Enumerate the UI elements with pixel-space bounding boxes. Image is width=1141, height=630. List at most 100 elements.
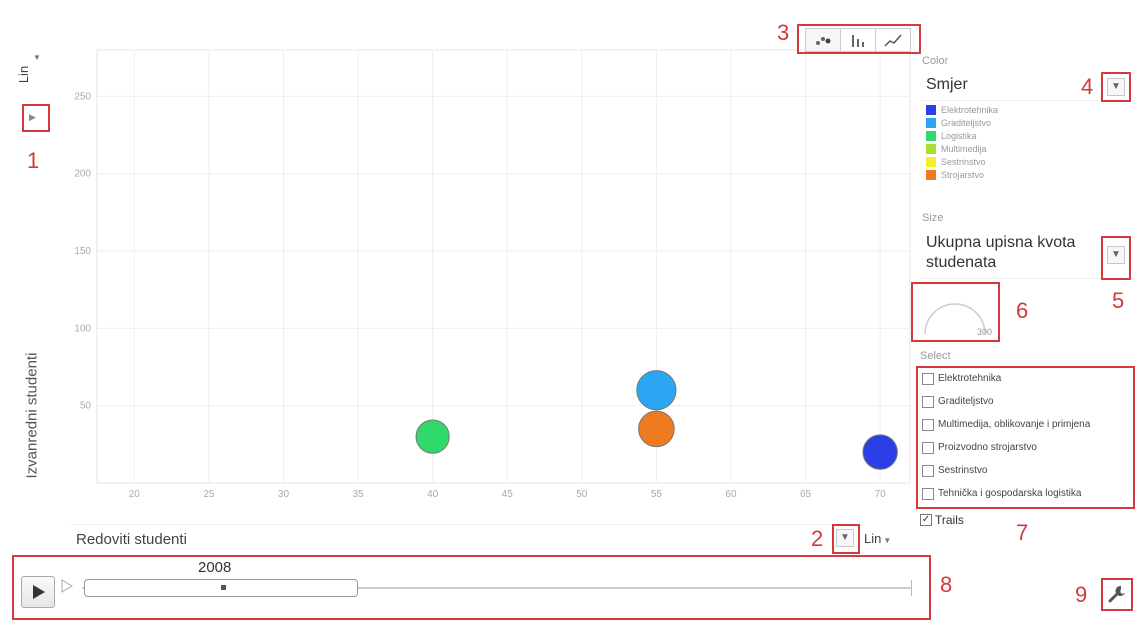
x-tick-label: 35 bbox=[352, 489, 364, 500]
size-selected-line2: studenata bbox=[926, 254, 997, 271]
callout-number-9: 9 bbox=[1075, 582, 1088, 607]
select-item[interactable]: Tehnička i gospodarska logistika bbox=[922, 482, 1132, 505]
select-checkbox[interactable] bbox=[922, 395, 934, 408]
timeline-track[interactable] bbox=[82, 587, 912, 589]
legend-label: Sestrinstvo bbox=[941, 156, 986, 167]
size-select[interactable]: Ukupna upisna kvota studenata bbox=[922, 230, 1102, 279]
select-checkbox[interactable] bbox=[922, 487, 934, 500]
callout-number-3: 3 bbox=[777, 20, 790, 45]
y-tick-label: 100 bbox=[74, 323, 91, 334]
speed-control[interactable] bbox=[60, 578, 74, 594]
select-item[interactable]: Sestrinstvo bbox=[922, 459, 1132, 482]
callout-box-3 bbox=[797, 24, 921, 54]
x-tick-label: 65 bbox=[800, 489, 812, 500]
chart-type-toolbar bbox=[805, 28, 915, 52]
settings-button[interactable] bbox=[1104, 581, 1130, 607]
trails-label: Trails bbox=[935, 513, 964, 527]
callout-box-6 bbox=[911, 282, 1000, 342]
plot-area bbox=[96, 49, 911, 484]
timeline-end-tick bbox=[911, 580, 912, 596]
chevron-down-icon: ▼ bbox=[1111, 249, 1121, 260]
select-item[interactable]: Proizvodno strojarstvo bbox=[922, 436, 1132, 459]
size-gauge-max: 300 bbox=[977, 327, 993, 337]
play-button[interactable] bbox=[21, 576, 55, 608]
chevron-down-icon: ▼ bbox=[883, 536, 892, 545]
select-checkbox[interactable] bbox=[922, 372, 934, 385]
legend-item: Strojarstvo bbox=[926, 168, 1086, 181]
x-scale-dropdown[interactable]: Lin ▼ bbox=[864, 531, 891, 546]
scatter-icon[interactable] bbox=[805, 28, 841, 52]
line-icon[interactable] bbox=[876, 28, 911, 52]
select-item[interactable]: Elektrotehnika bbox=[922, 367, 1132, 390]
callout-number-5: 5 bbox=[1112, 288, 1125, 313]
bubble-point[interactable] bbox=[862, 434, 898, 470]
legend-swatch bbox=[926, 143, 936, 154]
year-label: 2008 bbox=[198, 559, 232, 576]
select-heading: Select bbox=[920, 350, 951, 362]
select-item-label: Proizvodno strojarstvo bbox=[938, 442, 1037, 453]
callout-box-9 bbox=[1101, 578, 1133, 611]
color-selected-value: Smjer bbox=[926, 76, 968, 93]
legend-item: Multimedija bbox=[926, 142, 1086, 155]
trails-checkbox[interactable]: ✓ Trails bbox=[920, 513, 964, 527]
legend-swatch bbox=[926, 169, 936, 180]
legend-label: Strojarstvo bbox=[941, 169, 985, 180]
callout-box-5 bbox=[1101, 236, 1131, 280]
chevron-down-icon: ▼ bbox=[840, 532, 850, 543]
chevron-down-icon: ▼ bbox=[33, 53, 41, 62]
bubble-point[interactable] bbox=[636, 370, 677, 411]
y-axis-menu-arrow[interactable]: ▶ bbox=[29, 112, 36, 122]
size-dropdown-button[interactable]: ▼ bbox=[1107, 246, 1125, 264]
bar-icon[interactable] bbox=[841, 28, 876, 52]
x-tick-label: 40 bbox=[427, 489, 439, 500]
x-axis-label: Redoviti studenti bbox=[76, 531, 187, 548]
callout-box-8 bbox=[12, 555, 931, 620]
select-checkbox[interactable] bbox=[922, 418, 934, 431]
y-scale-label: Lin bbox=[16, 65, 32, 84]
legend-item: Graditeljstvo bbox=[926, 116, 1086, 129]
bubble-chart[interactable]: 20 25 30 35 40 45 50 55 60 65 70 50 100 150 200 250 bbox=[55, 45, 915, 525]
legend-swatch bbox=[926, 117, 936, 128]
x-axis-dropdown-button[interactable]: ▼ bbox=[836, 529, 854, 547]
y-tick-label: 150 bbox=[74, 246, 91, 257]
callout-number-6: 6 bbox=[1016, 298, 1029, 323]
select-item-label: Tehnička i gospodarska logistika bbox=[938, 488, 1082, 499]
legend-label: Graditeljstvo bbox=[941, 117, 992, 128]
legend-label: Elektrotehnika bbox=[941, 104, 999, 115]
color-select[interactable]: Smjer bbox=[922, 72, 1102, 101]
x-scale-label: Lin bbox=[864, 531, 882, 546]
color-dropdown-button[interactable]: ▼ bbox=[1107, 78, 1125, 96]
callout-number-7: 7 bbox=[1016, 520, 1029, 545]
callout-number-4: 4 bbox=[1081, 74, 1094, 99]
y-scale-dropdown[interactable]: Lin ▼ bbox=[16, 53, 45, 95]
x-axis-select[interactable]: Redoviti studenti bbox=[70, 524, 830, 551]
y-tick-label: 200 bbox=[74, 169, 91, 180]
y-tick-label: 250 bbox=[74, 91, 91, 102]
callout-box-2 bbox=[832, 524, 860, 554]
select-checkbox[interactable] bbox=[922, 464, 934, 477]
color-legend: Elektrotehnika Graditeljstvo Logistika Mult… bbox=[926, 103, 1086, 181]
x-tick-label: 25 bbox=[203, 489, 215, 500]
legend-swatch bbox=[926, 156, 936, 167]
select-checkbox[interactable] bbox=[922, 441, 934, 454]
legend-item: Elektrotehnika bbox=[926, 103, 1086, 116]
callout-box-4 bbox=[1101, 72, 1131, 102]
chevron-down-icon: ▼ bbox=[1111, 81, 1121, 92]
legend-item: Logistika bbox=[926, 129, 1086, 142]
size-selected-line1: Ukupna upisna kvota bbox=[926, 234, 1076, 251]
select-list: Elektrotehnika Graditeljstvo Multimedija, … bbox=[922, 367, 1132, 505]
select-item-label: Elektrotehnika bbox=[938, 373, 1002, 384]
callout-box-1 bbox=[22, 104, 50, 132]
legend-label: Logistika bbox=[941, 130, 977, 141]
select-item[interactable]: Multimedija, oblikovanje i primjena bbox=[922, 413, 1132, 436]
bubble-point[interactable] bbox=[415, 419, 450, 454]
bubble-point[interactable] bbox=[638, 410, 675, 448]
timeline-slider[interactable] bbox=[84, 579, 358, 597]
legend-label: Multimedija bbox=[941, 143, 987, 154]
callout-number-1: 1 bbox=[27, 148, 40, 173]
select-item[interactable]: Graditeljstvo bbox=[922, 390, 1132, 413]
select-item-label: Sestrinstvo bbox=[938, 465, 988, 476]
wrench-icon bbox=[1108, 585, 1125, 603]
callout-number-8: 8 bbox=[940, 572, 953, 597]
size-gauge: 300 bbox=[915, 282, 995, 342]
